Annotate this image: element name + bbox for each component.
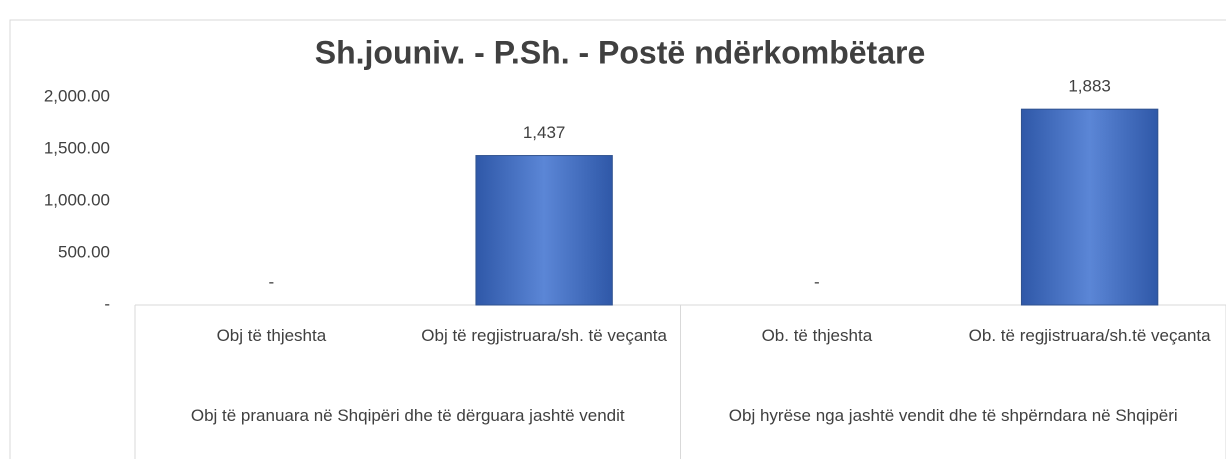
x-tick-label: Ob. të regjistruara/sh.të veçanta bbox=[968, 326, 1211, 345]
y-tick-label: - bbox=[104, 294, 110, 313]
y-tick-label: 1,000.00 bbox=[44, 190, 110, 209]
group-label: Obj hyrëse nga jashtë vendit dhe të shpë… bbox=[728, 406, 1178, 425]
x-tick-label: Ob. të thjeshta bbox=[761, 326, 873, 345]
chart-frame bbox=[9, 19, 1226, 459]
chart-title: Sh.jouniv. - P.Sh. - Postë ndërkombëtare bbox=[315, 34, 926, 70]
x-tick-label: Obj të regjistruara/sh. të veçanta bbox=[421, 326, 667, 345]
value-label: 1,883 bbox=[1068, 77, 1111, 96]
y-tick-label: 1,500.00 bbox=[44, 138, 110, 157]
bar bbox=[1020, 108, 1159, 306]
y-tick-label: 500.00 bbox=[58, 242, 110, 261]
y-tick-label: 2,000.00 bbox=[44, 86, 110, 105]
value-label: 1,437 bbox=[523, 123, 566, 142]
bar bbox=[475, 155, 613, 306]
value-label: - bbox=[269, 272, 275, 291]
x-tick-label: Obj të thjeshta bbox=[216, 326, 327, 345]
group-label: Obj të pranuara në Shqipëri dhe të dërgu… bbox=[190, 406, 625, 425]
value-label: - bbox=[814, 272, 820, 291]
